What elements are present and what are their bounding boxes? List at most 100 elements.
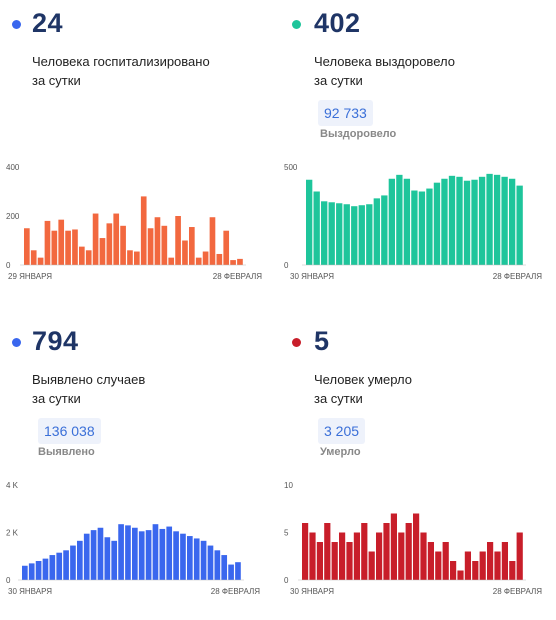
bar: [398, 532, 405, 580]
bar: [111, 540, 118, 580]
y-tick-label: 0: [284, 261, 289, 270]
bar: [161, 225, 168, 265]
bar: [381, 195, 388, 265]
bar: [237, 258, 243, 266]
bar: [37, 257, 44, 265]
y-tick-label: 5: [284, 529, 289, 538]
bar: [159, 528, 166, 580]
bar: [58, 219, 65, 265]
total-value: 3 205: [318, 418, 366, 444]
description-line2: за сутки: [32, 391, 81, 406]
bar: [361, 523, 368, 580]
bar: [435, 551, 442, 580]
bar: [351, 206, 358, 265]
bar: [209, 217, 216, 265]
bar: [51, 230, 58, 265]
bar: [433, 182, 441, 265]
y-tick-label: 0: [6, 261, 11, 270]
total-label: Выявлено: [38, 446, 95, 458]
bar: [403, 178, 411, 265]
bar: [313, 191, 320, 265]
bar: [235, 562, 241, 580]
dot-icon: [292, 338, 301, 347]
bar: [200, 540, 207, 580]
bar: [426, 188, 433, 265]
bar: [405, 523, 412, 580]
y-tick-label: 500: [284, 163, 298, 172]
bar: [516, 185, 523, 265]
bar: [413, 513, 420, 580]
bar: [56, 552, 63, 580]
bar-chart-deaths: 0 5 10 30 ЯНВАРЯ 28 ФЕВРАЛЯ: [284, 481, 542, 596]
panel-cases: 794 Выявлено случаев за сутки 136 038 Вы…: [0, 318, 278, 620]
bar: [195, 257, 202, 265]
bar: [83, 533, 90, 580]
bar: [471, 179, 478, 265]
bar: [79, 246, 85, 266]
bar: [388, 178, 396, 265]
bar: [63, 550, 69, 580]
bar-chart-cases: 0 2 K 4 K 30 ЯНВАРЯ 28 ФЕВРАЛЯ: [6, 481, 260, 596]
bar: [324, 523, 331, 580]
bar: [487, 542, 494, 580]
bar: [154, 217, 161, 265]
bar: [442, 542, 449, 580]
total-value: 136 038: [38, 418, 101, 444]
bar: [346, 542, 353, 580]
y-tick-label: 2 K: [6, 529, 19, 538]
bar: [309, 532, 316, 580]
bar: [450, 561, 457, 580]
bar: [193, 538, 200, 580]
dot-icon: [12, 338, 21, 347]
total-label: Выздоровело: [320, 128, 397, 140]
bar: [448, 175, 456, 265]
bar: [339, 532, 346, 580]
bar: [464, 551, 471, 580]
bar: [228, 564, 234, 580]
bar: [90, 530, 97, 581]
bar: [302, 523, 309, 580]
bar: [24, 228, 30, 265]
bar: [180, 533, 186, 580]
bar: [493, 174, 501, 265]
description-line1: Выявлено случаев: [32, 372, 146, 387]
bar: [463, 180, 471, 265]
bar: [216, 253, 223, 265]
bar: [202, 251, 209, 265]
bar: [166, 526, 173, 580]
y-tick-label: 400: [6, 163, 20, 172]
bar: [223, 230, 230, 265]
bar: [230, 260, 236, 265]
bar: [145, 530, 152, 581]
bar: [456, 176, 463, 265]
bar: [49, 555, 56, 580]
bar: [207, 545, 214, 580]
bar: [118, 524, 124, 580]
x-label-start: 29 ЯНВАРЯ: [8, 272, 52, 281]
bar: [85, 250, 92, 265]
description: Человека выздоровело за сутки: [314, 52, 455, 90]
bar: [44, 220, 51, 265]
bar: [343, 204, 350, 265]
bar: [70, 545, 76, 580]
headline-number: 5: [314, 326, 330, 356]
bar: [92, 213, 99, 265]
bar: [28, 563, 35, 581]
bar: [187, 536, 193, 580]
bar: [457, 570, 464, 580]
y-tick-label: 200: [6, 212, 20, 221]
description-line2: за сутки: [314, 391, 363, 406]
bar: [396, 174, 403, 265]
panel-hospitalized: 24 Человека госпитализировано за сутки 0…: [0, 0, 278, 302]
bar: [336, 203, 343, 265]
y-tick-label: 4 K: [6, 481, 19, 490]
x-label-end: 28 ФЕВРАЛЯ: [211, 587, 260, 596]
bar: [441, 178, 448, 265]
bar: [140, 196, 147, 265]
bar: [221, 555, 228, 580]
headline-number: 402: [314, 8, 361, 38]
x-label-start: 30 ЯНВАРЯ: [8, 587, 52, 596]
dot-icon: [292, 20, 301, 29]
bar: [72, 229, 78, 265]
bar: [138, 531, 145, 580]
